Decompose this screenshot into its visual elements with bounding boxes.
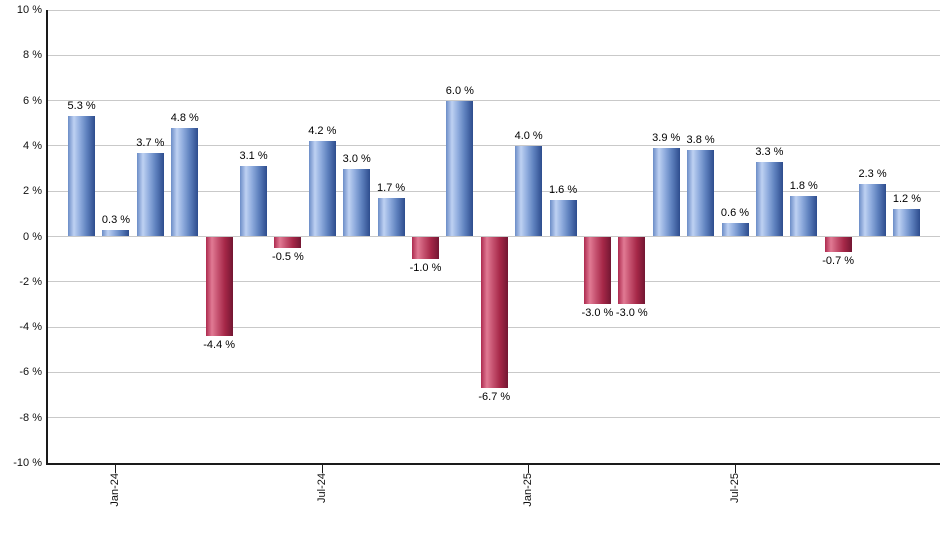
bar-value-label: 1.7 % [377, 181, 406, 194]
bar-positive [240, 166, 268, 237]
bar-value-label: -1.0 % [409, 262, 442, 275]
y-axis-tick-label: 0 % [23, 230, 42, 243]
gridline [48, 145, 940, 147]
bar-negative [824, 236, 852, 253]
y-axis-tick-label: -2 % [19, 275, 42, 288]
y-axis-tick-label: -8 % [19, 411, 42, 424]
x-axis-tick [528, 465, 530, 473]
bar-value-label: 0.3 % [101, 213, 131, 226]
x-axis-tick [115, 465, 117, 473]
y-axis-tick-label: 6 % [23, 94, 42, 107]
bar-negative [618, 236, 646, 305]
gridline [48, 100, 940, 102]
bar-positive [859, 184, 887, 237]
y-axis-tick-label: -10 % [13, 457, 42, 469]
bar-value-label: -4.4 % [203, 339, 236, 352]
y-axis-tick-label: 10 % [16, 4, 42, 16]
bar-positive [102, 229, 130, 237]
x-axis-tick [321, 465, 323, 473]
bar-positive [68, 116, 96, 237]
x-axis-line [46, 463, 940, 465]
x-axis-tick-label: Jul-25 [728, 473, 741, 503]
gridline [48, 54, 940, 56]
y-axis-tick-label: 4 % [23, 139, 42, 152]
bar-value-label: 3.0 % [342, 152, 371, 165]
bar-negative [480, 236, 508, 389]
bar-value-label: 3.9 % [652, 132, 681, 145]
bar-positive [687, 150, 715, 237]
bar-value-label: -3.0 % [581, 307, 614, 320]
bar-value-label: 1.8 % [789, 179, 818, 192]
y-axis-tick-label: -4 % [19, 321, 42, 334]
bar-positive [377, 197, 405, 237]
bar-positive [136, 152, 164, 237]
bar-value-label: -6.7 % [478, 391, 511, 404]
bar-value-label: 3.3 % [755, 145, 784, 158]
y-axis-line [46, 10, 48, 465]
bar-value-label: 6.0 % [445, 84, 474, 97]
y-axis-tick-label: -6 % [19, 366, 42, 379]
bar-positive [721, 222, 749, 237]
gridline [48, 190, 940, 192]
bar-positive [893, 209, 921, 237]
bar-value-label: 1.6 % [548, 184, 578, 197]
bar-value-label: 2.3 % [858, 168, 887, 181]
bar-value-label: 4.8 % [170, 111, 199, 124]
y-axis-tick-label: 2 % [23, 185, 42, 198]
bar-positive [343, 168, 371, 237]
bar-value-label: -0.7 % [822, 255, 855, 268]
x-axis-tick-label: Jul-24 [315, 473, 328, 503]
bar-positive [515, 145, 543, 237]
bar-negative [583, 236, 611, 305]
bar-negative [205, 236, 233, 337]
x-axis-tick-label: Jan-25 [522, 473, 535, 507]
bar-value-label: -3.0 % [615, 307, 648, 320]
bar-negative [274, 236, 302, 248]
bar-negative [412, 236, 439, 260]
bar-positive [755, 161, 783, 237]
bar-value-label: 5.3 % [67, 100, 96, 113]
bar-value-label: 1.2 % [892, 193, 922, 206]
bar-positive [446, 100, 474, 237]
bar-positive [549, 200, 577, 237]
bar-value-label: 3.8 % [686, 134, 715, 147]
bar-value-label: 4.2 % [308, 125, 337, 138]
bar-value-label: -0.5 % [272, 250, 304, 263]
bar-positive [790, 195, 818, 237]
bar-value-label: 3.1 % [239, 150, 268, 163]
y-axis-tick-label: 8 % [23, 49, 42, 62]
bar-positive [171, 127, 199, 237]
bar-value-label: 4.0 % [514, 129, 543, 142]
bar-value-label: 3.7 % [136, 136, 165, 149]
bar-positive [652, 148, 680, 237]
gridline [48, 417, 940, 419]
gridline [48, 9, 940, 11]
x-axis-tick [734, 465, 736, 473]
bar-positive [308, 141, 336, 237]
x-axis-tick-label: Jan-24 [109, 473, 122, 507]
bar-value-label: 0.6 % [720, 206, 750, 219]
